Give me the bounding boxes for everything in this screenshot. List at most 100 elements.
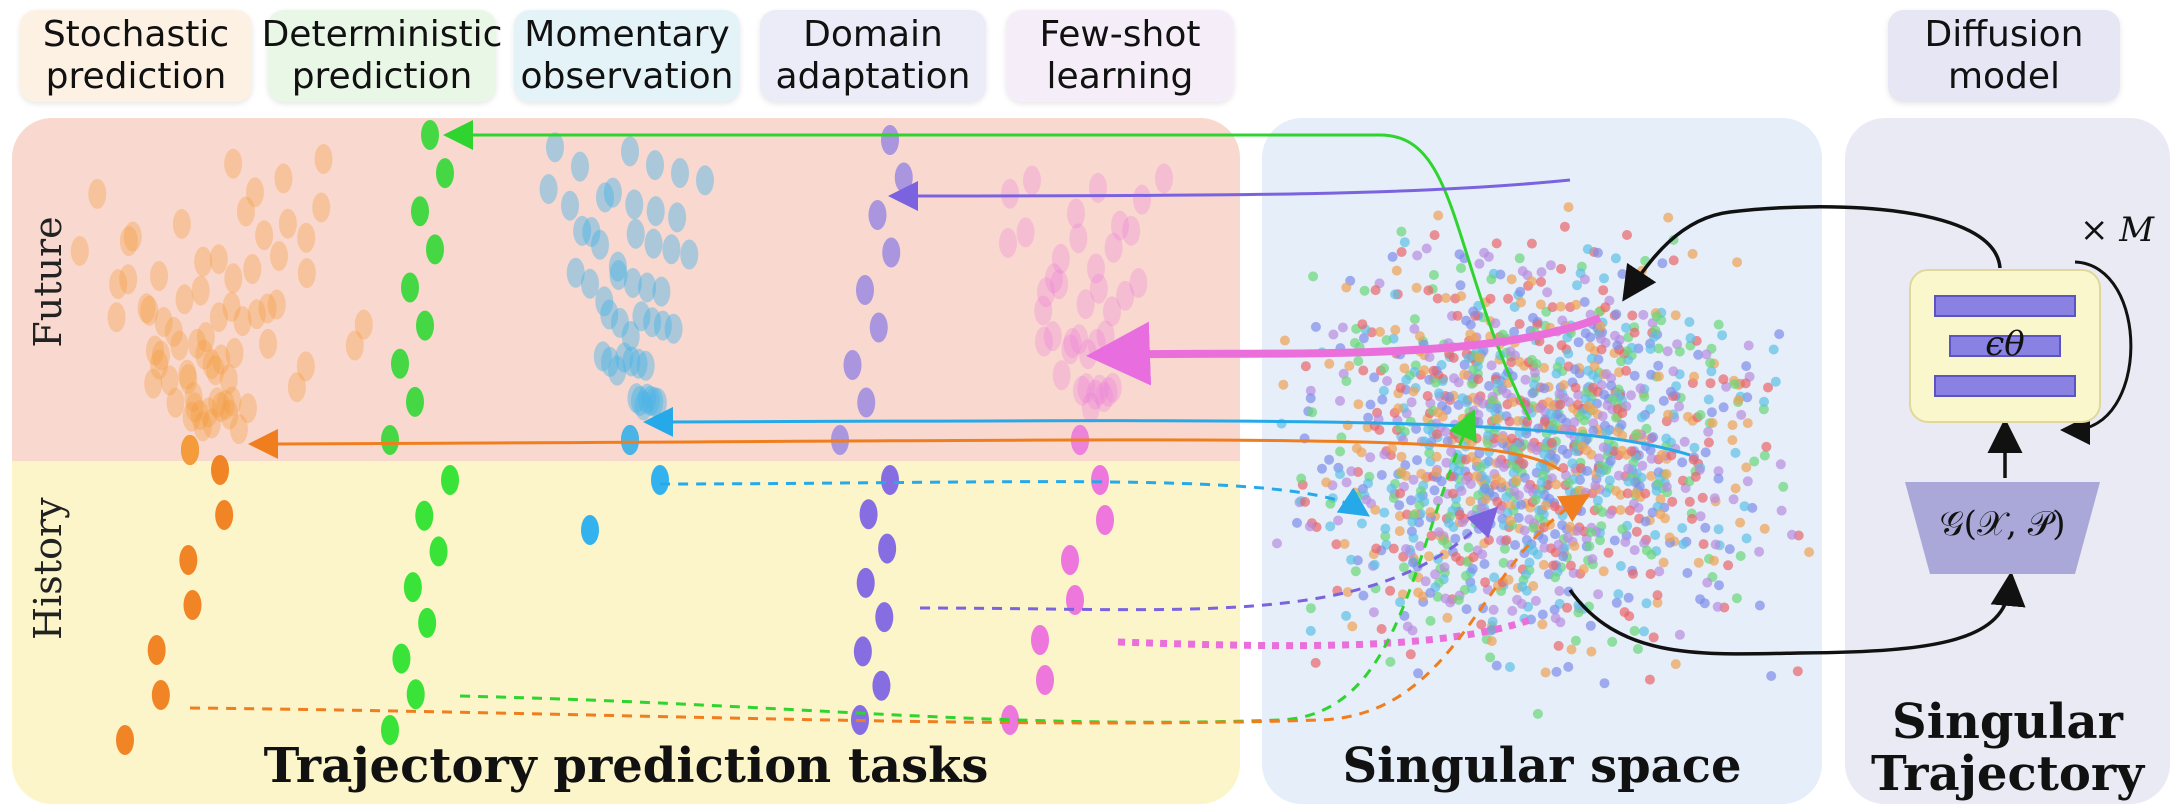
future-footprint-fewshot (1122, 215, 1141, 246)
latent-point (1491, 660, 1502, 671)
future-footprint-stochastic (152, 340, 171, 371)
latent-point (1539, 416, 1550, 427)
history-footprint-fewshot (1066, 585, 1084, 615)
latent-point (1661, 433, 1672, 444)
latent-point (1804, 547, 1815, 558)
latent-point (1523, 483, 1534, 494)
history-footprint-stochastic (179, 545, 198, 575)
latent-point (1687, 248, 1698, 259)
latent-point (1646, 369, 1657, 380)
future-footprint-momentary (621, 321, 640, 352)
latent-point (1465, 329, 1476, 340)
latent-point (1307, 407, 1318, 418)
latent-point (1467, 563, 1478, 574)
latent-point (1490, 318, 1501, 329)
latent-point (1507, 605, 1518, 616)
latent-point (1333, 515, 1344, 526)
latent-point (1395, 422, 1406, 433)
latent-point (1550, 529, 1561, 540)
latent-point (1551, 368, 1562, 379)
latent-point (1550, 572, 1561, 583)
latent-point (1547, 302, 1558, 313)
future-footprint-stochastic (145, 335, 164, 366)
latent-point (1749, 456, 1760, 467)
latent-point (1595, 467, 1606, 478)
latent-point (1349, 338, 1360, 348)
latent-point (1350, 566, 1361, 577)
latent-point (1565, 521, 1575, 532)
latent-point (1653, 360, 1664, 371)
latent-point (1439, 562, 1450, 573)
future-footprint-fewshot (1103, 372, 1122, 403)
epsilon-theta-label: ϵθ (1985, 324, 2025, 364)
future-footprint-momentary (600, 299, 619, 330)
latent-point (1480, 577, 1491, 588)
future-footprint-stochastic (354, 309, 373, 340)
latent-point (1513, 512, 1524, 523)
latent-point (1537, 609, 1548, 620)
history-footprint-deterministic (415, 500, 434, 531)
latent-point (1401, 374, 1412, 385)
latent-point (1658, 557, 1669, 568)
latent-point (1677, 523, 1688, 534)
latent-point (1353, 356, 1364, 367)
latent-point (1519, 525, 1530, 536)
future-footprint-fewshot (1069, 223, 1088, 254)
latent-point (1461, 570, 1471, 581)
latent-point (1610, 330, 1620, 341)
latent-point (1528, 581, 1539, 591)
latent-point (1626, 446, 1637, 457)
latent-point (1569, 364, 1580, 375)
latent-point (1535, 461, 1546, 471)
latent-point (1580, 487, 1591, 498)
latent-point (1509, 326, 1520, 337)
latent-point (1380, 523, 1391, 534)
future-footprint-stochastic (181, 435, 199, 465)
latent-point (1577, 441, 1588, 452)
latent-point (1590, 480, 1601, 491)
latent-point (1336, 432, 1347, 443)
latent-point (1506, 274, 1517, 285)
latent-point (1605, 508, 1616, 519)
latent-point (1440, 593, 1451, 604)
future-footprint-momentary (621, 425, 639, 455)
latent-point (1487, 616, 1498, 627)
latent-point (1452, 310, 1463, 321)
latent-point (1408, 474, 1419, 485)
latent-point (1611, 597, 1622, 608)
future-footprint-stochastic (188, 328, 207, 359)
latent-point (1654, 566, 1665, 577)
latent-point (1620, 537, 1631, 547)
latent-point (1415, 541, 1426, 552)
history-footprint-domain (878, 533, 897, 564)
latent-point (1733, 395, 1744, 405)
latent-point (1357, 319, 1368, 330)
latent-point (1328, 329, 1339, 340)
latent-point (1664, 532, 1675, 543)
latent-point (1602, 400, 1613, 411)
latent-point (1612, 403, 1623, 414)
future-footprint-momentary (615, 342, 634, 373)
generator-block (1905, 482, 2100, 574)
latent-point (1526, 354, 1537, 365)
future-footprint-fewshot (1104, 232, 1123, 263)
future-footprint-stochastic (194, 246, 213, 277)
latent-point (1570, 382, 1581, 393)
latent-point (1723, 560, 1734, 571)
latent-point (1448, 461, 1459, 472)
history-footprint-stochastic (211, 455, 229, 485)
future-footprint-momentary (632, 301, 651, 332)
latent-point (1605, 456, 1616, 466)
latent-point (1553, 539, 1564, 550)
future-footprint-stochastic (199, 397, 218, 428)
latent-point (1645, 569, 1656, 579)
latent-point (1426, 530, 1437, 541)
future-footprint-domain (881, 125, 899, 155)
latent-point (1724, 544, 1735, 555)
latent-point (1652, 590, 1663, 601)
future-footprint-momentary (573, 215, 592, 246)
latent-point (1693, 349, 1704, 360)
latent-point (1559, 221, 1570, 232)
latent-point (1379, 449, 1390, 460)
latent-point (1684, 496, 1695, 507)
